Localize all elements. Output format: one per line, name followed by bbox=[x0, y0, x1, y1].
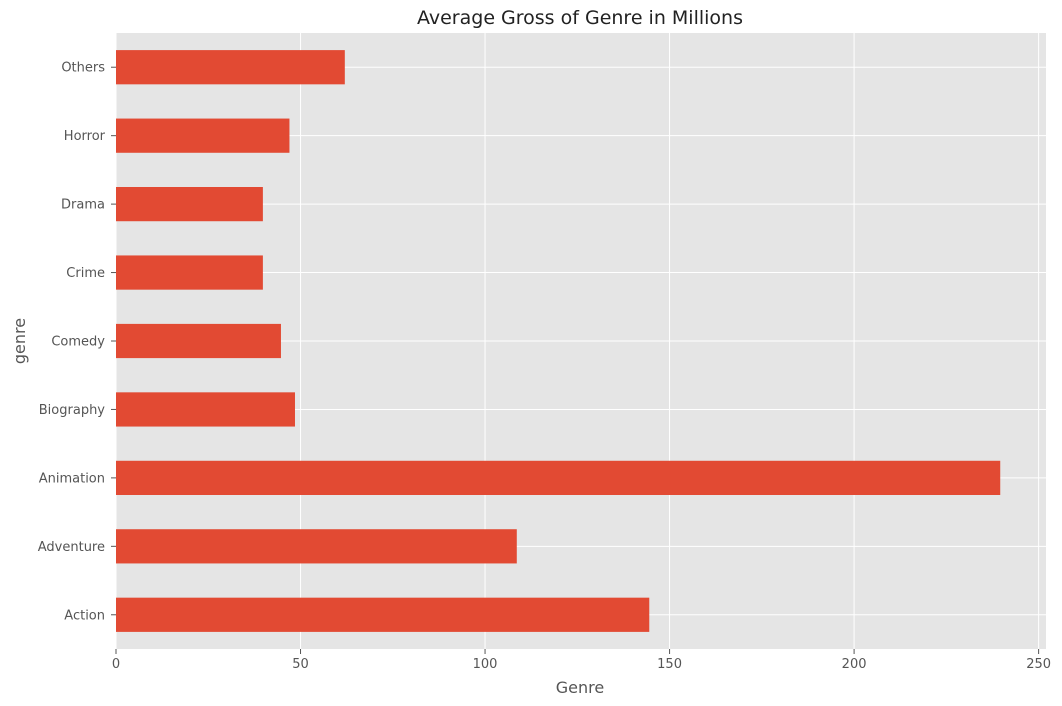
bar-biography bbox=[116, 392, 295, 427]
x-tick-label: 250 bbox=[1026, 657, 1051, 672]
y-tick-label: Crime bbox=[66, 266, 105, 281]
bar-adventure bbox=[116, 529, 517, 564]
bar-action bbox=[116, 597, 650, 632]
x-tick-label: 0 bbox=[112, 657, 120, 672]
x-tick-label: 200 bbox=[842, 657, 867, 672]
y-tick-label: Action bbox=[64, 608, 105, 623]
x-axis-ticks: 0 50 100 150 200 250 bbox=[112, 649, 1051, 672]
y-tick-label: Animation bbox=[39, 471, 105, 486]
x-tick-label: 150 bbox=[657, 657, 682, 672]
y-tick-label: Drama bbox=[61, 198, 105, 213]
y-axis-label: genre bbox=[10, 318, 29, 364]
bar-crime bbox=[116, 255, 263, 290]
x-tick-label: 50 bbox=[292, 657, 309, 672]
bars bbox=[116, 50, 1001, 632]
bar-others bbox=[116, 50, 345, 85]
y-tick-label: Adventure bbox=[38, 540, 105, 555]
y-tick-label: Biography bbox=[39, 403, 106, 418]
x-tick-label: 100 bbox=[473, 657, 498, 672]
y-tick-label: Horror bbox=[64, 129, 106, 144]
chart-title: Average Gross of Genre in Millions bbox=[417, 7, 743, 29]
bar-horror bbox=[116, 118, 290, 153]
y-tick-label: Comedy bbox=[51, 335, 105, 350]
bar-comedy bbox=[116, 323, 281, 359]
bar-animation bbox=[116, 460, 1001, 495]
y-axis-ticks: Action Adventure Animation Biography Comedy C… bbox=[38, 61, 116, 623]
bar-drama bbox=[116, 187, 263, 222]
x-axis-label: Genre bbox=[556, 678, 604, 697]
y-tick-label: Others bbox=[61, 61, 105, 76]
